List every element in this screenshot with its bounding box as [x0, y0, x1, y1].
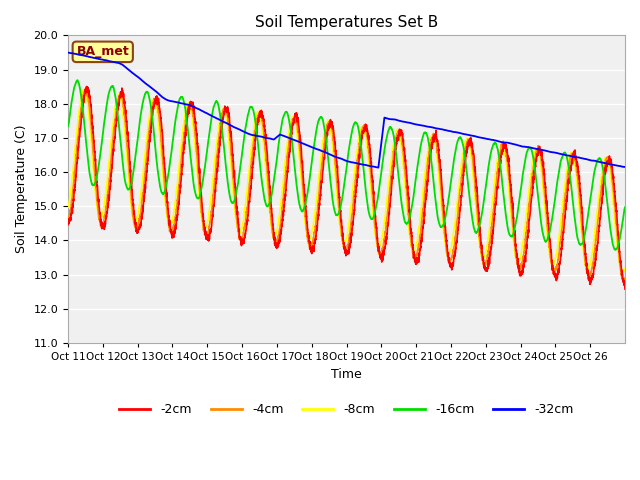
- X-axis label: Time: Time: [331, 368, 362, 381]
- Y-axis label: Soil Temperature (C): Soil Temperature (C): [15, 125, 28, 253]
- Title: Soil Temperatures Set B: Soil Temperatures Set B: [255, 15, 438, 30]
- Legend: -2cm, -4cm, -8cm, -16cm, -32cm: -2cm, -4cm, -8cm, -16cm, -32cm: [114, 398, 579, 421]
- Text: BA_met: BA_met: [76, 45, 129, 59]
